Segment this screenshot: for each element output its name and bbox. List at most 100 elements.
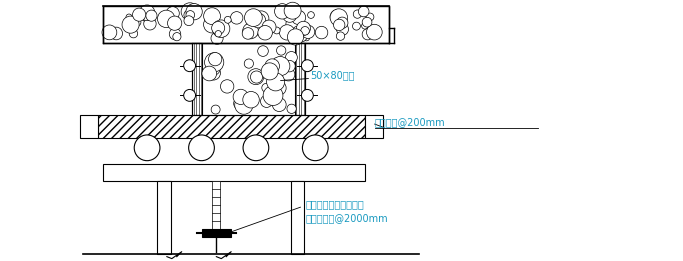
- Circle shape: [303, 31, 309, 38]
- Circle shape: [206, 66, 221, 80]
- Circle shape: [221, 80, 234, 93]
- Text: 可调顶托，在梁底顺梁: 可调顶托，在梁底顺梁: [305, 199, 364, 209]
- Bar: [365, 115, 382, 138]
- Circle shape: [245, 59, 253, 68]
- Circle shape: [366, 13, 374, 21]
- Circle shape: [352, 22, 361, 30]
- Circle shape: [184, 60, 195, 72]
- Circle shape: [202, 70, 211, 79]
- Circle shape: [251, 13, 266, 28]
- Circle shape: [283, 60, 295, 72]
- Circle shape: [279, 25, 295, 40]
- Circle shape: [284, 2, 301, 19]
- Circle shape: [233, 89, 249, 104]
- Circle shape: [143, 17, 156, 30]
- Circle shape: [353, 10, 361, 18]
- Text: 方向设一排@2000mm: 方向设一排@2000mm: [305, 213, 388, 223]
- Circle shape: [235, 96, 253, 114]
- Circle shape: [336, 32, 345, 40]
- Circle shape: [248, 69, 264, 85]
- Circle shape: [296, 21, 311, 35]
- Circle shape: [330, 10, 344, 23]
- Circle shape: [173, 33, 181, 41]
- Circle shape: [301, 90, 313, 101]
- Circle shape: [330, 9, 348, 26]
- Bar: [98, 115, 365, 138]
- Circle shape: [362, 17, 372, 27]
- Circle shape: [130, 19, 137, 26]
- Bar: [157, 181, 171, 254]
- Circle shape: [167, 16, 182, 30]
- Bar: [290, 181, 305, 254]
- Circle shape: [135, 135, 160, 161]
- Circle shape: [245, 21, 261, 36]
- Circle shape: [361, 23, 368, 29]
- Circle shape: [189, 135, 214, 161]
- Bar: [212, 181, 221, 229]
- Bar: [80, 115, 98, 138]
- Circle shape: [242, 23, 258, 39]
- Circle shape: [337, 23, 348, 35]
- Text: 50×80木方: 50×80木方: [310, 70, 355, 81]
- Circle shape: [208, 52, 222, 66]
- Circle shape: [242, 28, 254, 39]
- Circle shape: [141, 11, 153, 22]
- Bar: [102, 6, 389, 43]
- Circle shape: [257, 46, 268, 56]
- Circle shape: [272, 81, 286, 95]
- Circle shape: [186, 11, 195, 19]
- Circle shape: [262, 84, 270, 92]
- Circle shape: [212, 20, 230, 38]
- Circle shape: [303, 135, 328, 161]
- Circle shape: [253, 11, 269, 27]
- Circle shape: [273, 98, 286, 111]
- Circle shape: [333, 19, 345, 31]
- Circle shape: [367, 24, 382, 40]
- Circle shape: [202, 66, 217, 81]
- Circle shape: [126, 14, 132, 20]
- Circle shape: [129, 29, 138, 38]
- Circle shape: [295, 17, 303, 24]
- Circle shape: [215, 31, 221, 37]
- Circle shape: [211, 32, 223, 44]
- Circle shape: [234, 97, 246, 110]
- Circle shape: [265, 59, 279, 74]
- Circle shape: [288, 29, 304, 45]
- Circle shape: [301, 27, 309, 35]
- Circle shape: [307, 12, 314, 18]
- Circle shape: [186, 4, 202, 20]
- Circle shape: [301, 25, 315, 38]
- Circle shape: [139, 5, 155, 21]
- Circle shape: [204, 8, 221, 25]
- Circle shape: [283, 8, 296, 22]
- Circle shape: [337, 17, 348, 28]
- Circle shape: [303, 35, 309, 41]
- Circle shape: [158, 10, 175, 28]
- Circle shape: [273, 27, 280, 34]
- Circle shape: [260, 95, 273, 108]
- Circle shape: [133, 8, 145, 21]
- Circle shape: [205, 53, 224, 72]
- Circle shape: [212, 21, 225, 34]
- Circle shape: [230, 12, 243, 24]
- Circle shape: [251, 71, 262, 83]
- Circle shape: [263, 86, 283, 105]
- Circle shape: [275, 4, 290, 19]
- Circle shape: [204, 16, 221, 33]
- Bar: [296, 43, 305, 115]
- Circle shape: [261, 63, 278, 80]
- Circle shape: [133, 18, 141, 26]
- Circle shape: [146, 10, 157, 21]
- Circle shape: [169, 28, 181, 40]
- Circle shape: [270, 57, 290, 76]
- Circle shape: [277, 46, 286, 55]
- Circle shape: [211, 105, 220, 114]
- Circle shape: [243, 135, 269, 161]
- Circle shape: [282, 68, 295, 81]
- Circle shape: [362, 29, 373, 40]
- Circle shape: [359, 6, 369, 17]
- Circle shape: [245, 9, 262, 27]
- Circle shape: [122, 16, 139, 33]
- Circle shape: [316, 26, 328, 39]
- Circle shape: [298, 24, 307, 33]
